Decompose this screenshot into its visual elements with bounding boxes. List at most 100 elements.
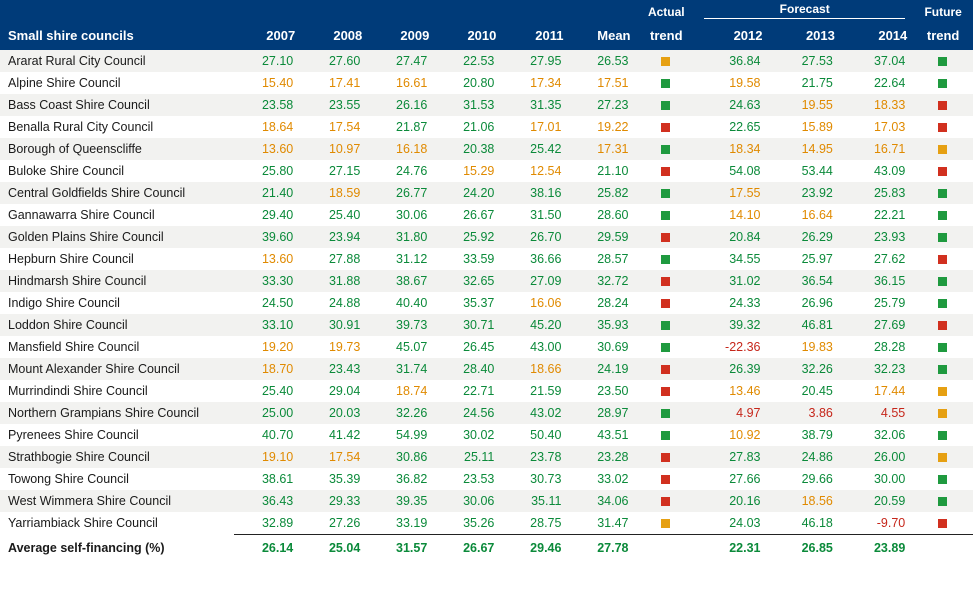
trend-square-icon: [661, 123, 670, 132]
table-row: Pyrenees Shire Council40.7041.4254.9930.…: [0, 424, 973, 446]
trend-square-icon: [938, 431, 947, 440]
trend-square-icon: [661, 233, 670, 242]
table-row: Strathbogie Shire Council19.1017.5430.86…: [0, 446, 973, 468]
forecast-value: 32.26: [768, 358, 840, 380]
year-value: 21.87: [368, 116, 435, 138]
year-value: 21.59: [502, 380, 569, 402]
mean-value: 28.24: [569, 292, 636, 314]
table-row: Towong Shire Council38.6135.3936.8223.53…: [0, 468, 973, 490]
year-value: 29.33: [301, 490, 368, 512]
year-value: 38.61: [234, 468, 301, 490]
forecast-value: 27.66: [696, 468, 768, 490]
year-value: 27.10: [234, 50, 301, 72]
forecast-value: 39.32: [696, 314, 768, 336]
actual-trend: [637, 138, 697, 160]
forecast-group-header: Forecast: [696, 0, 913, 23]
year-value: 23.43: [301, 358, 368, 380]
year-value: 23.53: [435, 468, 502, 490]
forecast-value: 15.89: [768, 116, 840, 138]
council-name: Murrindindi Shire Council: [0, 380, 234, 402]
mean-value: 28.97: [569, 402, 636, 424]
trend-square-icon: [938, 497, 947, 506]
table-row: Mount Alexander Shire Council18.7023.433…: [0, 358, 973, 380]
year-2009-header: 2009: [368, 23, 435, 50]
council-name: Bass Coast Shire Council: [0, 94, 234, 116]
year-value: 20.03: [301, 402, 368, 424]
year-value: 33.19: [368, 512, 435, 535]
year-value: 26.67: [435, 204, 502, 226]
year-2007-header: 2007: [234, 23, 301, 50]
forecast-value: 18.56: [768, 490, 840, 512]
forecast-2012-header: 2012: [696, 23, 768, 50]
table-row: Benalla Rural City Council18.6417.5421.8…: [0, 116, 973, 138]
trend-square-icon: [938, 519, 947, 528]
future-trend: [913, 358, 973, 380]
forecast-value: 26.29: [768, 226, 840, 248]
year-value: 40.40: [368, 292, 435, 314]
year-value: 31.12: [368, 248, 435, 270]
year-value: 27.26: [301, 512, 368, 535]
trend-square-icon: [661, 145, 670, 154]
forecast-value: 19.83: [768, 336, 840, 358]
year-value: 22.53: [435, 50, 502, 72]
year-value: 18.74: [368, 380, 435, 402]
future-trend: [913, 314, 973, 336]
actual-trend-header-top: Actual: [637, 0, 697, 23]
future-trend: [913, 446, 973, 468]
avg-forecast-value: 26.85: [768, 535, 840, 562]
forecast-value: 27.83: [696, 446, 768, 468]
future-trend: [913, 292, 973, 314]
forecast-value: 22.64: [841, 72, 913, 94]
year-value: 26.70: [502, 226, 569, 248]
trend-square-icon: [938, 343, 947, 352]
future-trend-header: trend: [913, 23, 973, 50]
year-value: 43.02: [502, 402, 569, 424]
year-value: 43.00: [502, 336, 569, 358]
year-value: 22.71: [435, 380, 502, 402]
councils-table: Actual Forecast Future Small shire counc…: [0, 0, 973, 561]
table-row: Hepburn Shire Council13.6027.8831.1233.5…: [0, 248, 973, 270]
forecast-value: 20.59: [841, 490, 913, 512]
table-row: Northern Grampians Shire Council25.0020.…: [0, 402, 973, 424]
trend-square-icon: [938, 145, 947, 154]
actual-trend: [637, 72, 697, 94]
year-value: 10.97: [301, 138, 368, 160]
year-value: 33.10: [234, 314, 301, 336]
year-value: 26.16: [368, 94, 435, 116]
year-value: 32.89: [234, 512, 301, 535]
council-name: Mount Alexander Shire Council: [0, 358, 234, 380]
year-2011-header: 2011: [502, 23, 569, 50]
council-name: Strathbogie Shire Council: [0, 446, 234, 468]
forecast-value: 23.92: [768, 182, 840, 204]
forecast-value: 36.84: [696, 50, 768, 72]
year-value: 39.73: [368, 314, 435, 336]
year-value: 31.74: [368, 358, 435, 380]
forecast-value: 32.23: [841, 358, 913, 380]
forecast-value: 14.95: [768, 138, 840, 160]
year-value: 31.53: [435, 94, 502, 116]
council-name: Buloke Shire Council: [0, 160, 234, 182]
mean-value: 43.51: [569, 424, 636, 446]
council-name: West Wimmera Shire Council: [0, 490, 234, 512]
forecast-value: 26.00: [841, 446, 913, 468]
actual-trend: [637, 336, 697, 358]
year-value: 16.18: [368, 138, 435, 160]
actual-trend: [637, 512, 697, 535]
table-row: Indigo Shire Council24.5024.8840.4035.37…: [0, 292, 973, 314]
forecast-value: 22.65: [696, 116, 768, 138]
council-name: Mansfield Shire Council: [0, 336, 234, 358]
table-row: Buloke Shire Council25.8027.1524.7615.29…: [0, 160, 973, 182]
trend-square-icon: [661, 321, 670, 330]
actual-trend: [637, 160, 697, 182]
trend-square-icon: [661, 475, 670, 484]
trend-square-icon: [938, 167, 947, 176]
year-value: 25.80: [234, 160, 301, 182]
table-row: Hindmarsh Shire Council33.3031.8838.6732…: [0, 270, 973, 292]
year-value: 32.26: [368, 402, 435, 424]
year-value: 12.54: [502, 160, 569, 182]
trend-square-icon: [661, 277, 670, 286]
future-trend: [913, 402, 973, 424]
year-value: 31.50: [502, 204, 569, 226]
council-name: Gannawarra Shire Council: [0, 204, 234, 226]
trend-square-icon: [938, 255, 947, 264]
